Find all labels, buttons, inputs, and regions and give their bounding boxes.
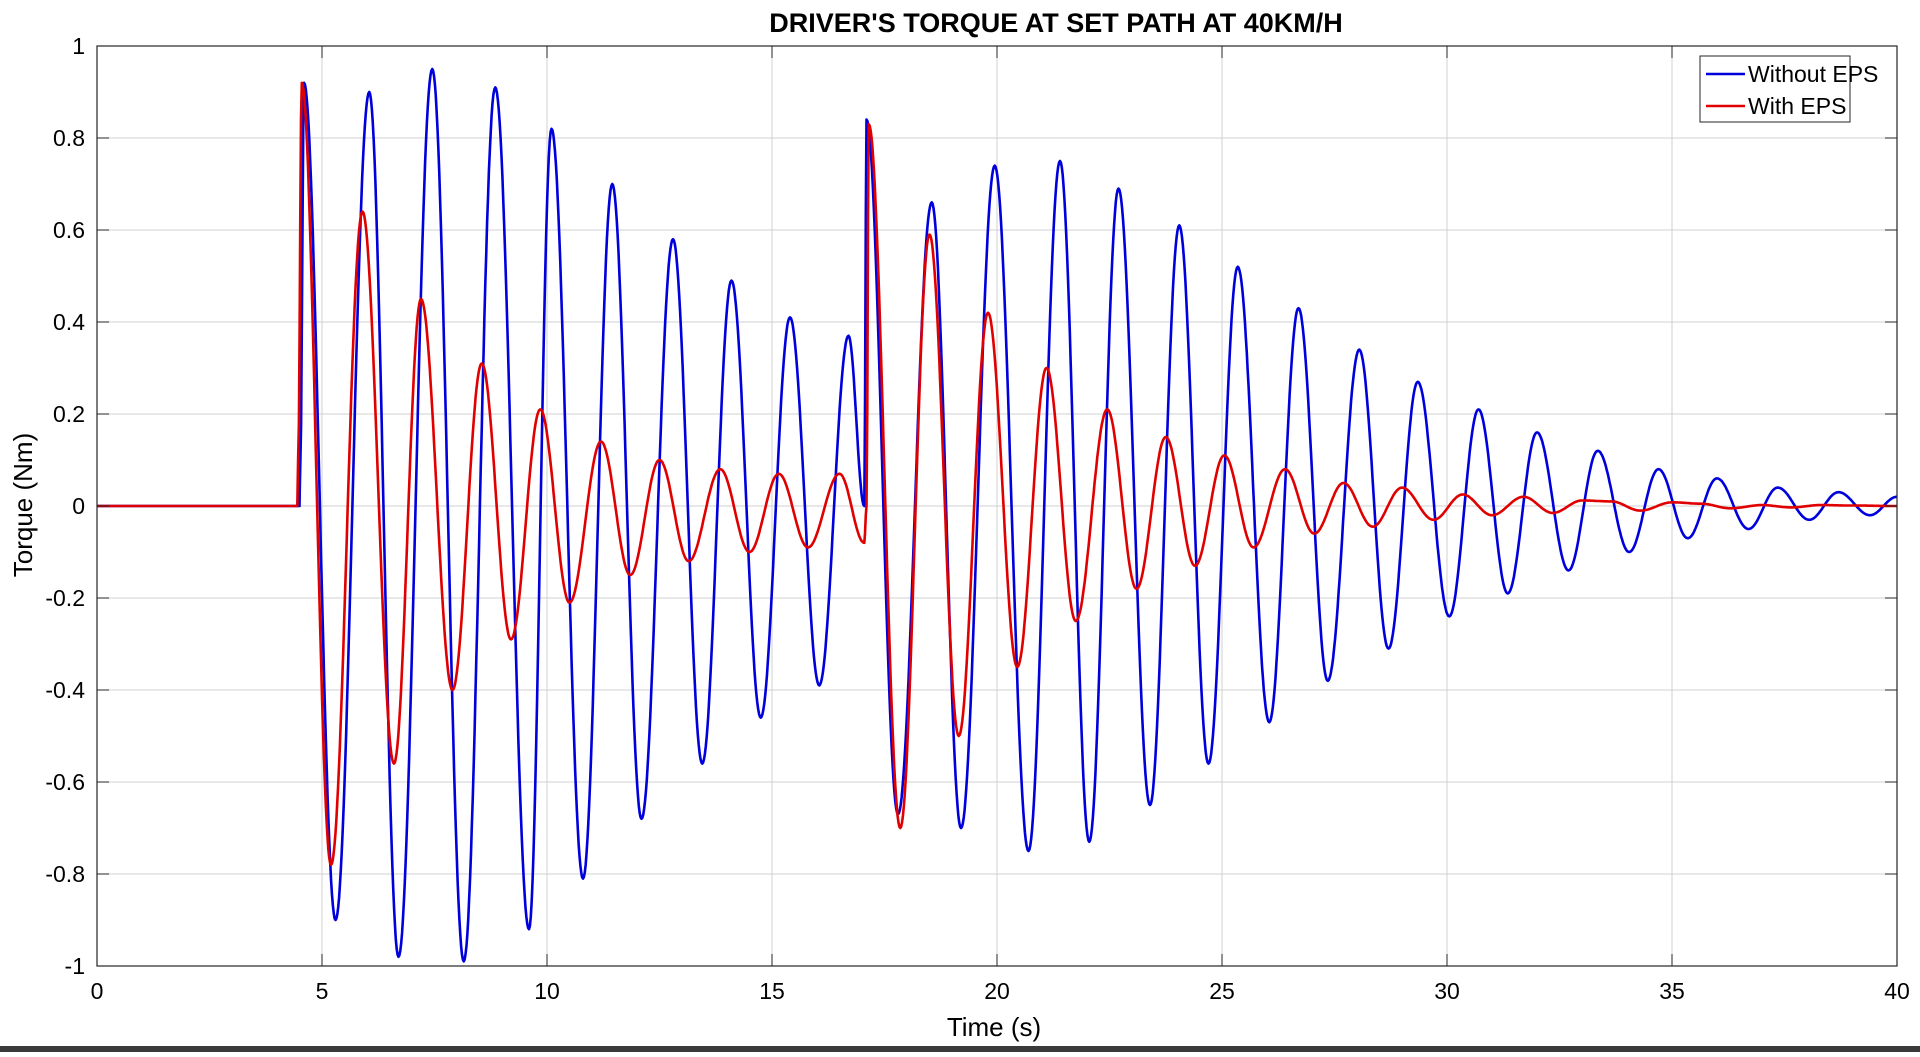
y-tick-label: 0 [72,493,85,519]
x-tick-label: 5 [316,978,329,1004]
x-tick-label: 40 [1884,978,1910,1004]
x-tick-label: 20 [984,978,1010,1004]
legend-box [1699,55,1851,123]
series-line-with-eps [96,81,1898,867]
y-tick-label: 0.6 [53,217,85,243]
legend-label-without-eps: Without EPS [1748,61,1878,87]
legend-label-with-eps: With EPS [1748,93,1846,119]
y-tick-label: -0.6 [45,769,85,795]
y-tick-label: -0.4 [45,677,85,703]
y-tick-label: -0.2 [45,585,85,611]
x-tick-label: 35 [1659,978,1685,1004]
x-tick-label: 0 [91,978,104,1004]
x-tick-label: 25 [1209,978,1235,1004]
y-tick-label: 0.4 [53,309,85,335]
x-tick-label: 30 [1434,978,1460,1004]
y-tick-label: 0.8 [53,125,85,151]
x-tick-label: 15 [759,978,785,1004]
y-tick-label: -0.8 [45,861,85,887]
series-layer [96,67,1898,963]
y-axis-label: Torque (Nm) [8,433,38,577]
y-tick-label: 0.2 [53,401,85,427]
y-tick-label: 1 [72,33,85,59]
chart-title: DRIVER'S TORQUE AT SET PATH AT 40KM/H [769,8,1342,38]
window-bottom-border [0,1046,1920,1052]
axis-ticks: 0 5 10 15 20 25 30 35 40 -1 -0.8 -0.6 -0.4 -0.2 0 0.2 0.… [45,33,1909,1004]
x-tick-label: 10 [534,978,560,1004]
y-tick-label: -1 [65,953,85,979]
legend: Without EPS With EPS [1699,55,1878,123]
grid [96,45,1898,967]
x-axis-label: Time (s) [947,1012,1041,1042]
series-line-without-eps [96,67,1898,963]
